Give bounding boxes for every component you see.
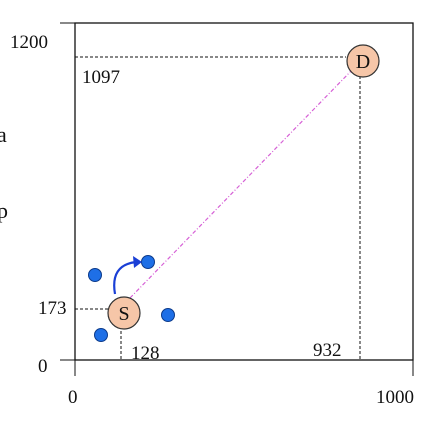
forward-arrow: [113, 260, 137, 295]
edge-fragment-p: p: [0, 198, 8, 223]
forward-arrowhead: [133, 256, 142, 268]
destination-node: D: [346, 44, 380, 78]
source-y-value: 173: [38, 298, 67, 319]
x-max-label: 1000: [376, 387, 414, 408]
y-min-label: 0: [38, 356, 48, 377]
y-max-label: 1200: [10, 32, 48, 53]
source-node: S: [107, 296, 141, 330]
destination-node-label: D: [356, 51, 370, 73]
source-x-value: 128: [131, 343, 160, 364]
plot-frame: [74, 22, 414, 361]
destination-x-value: 932: [313, 340, 342, 361]
x-min-label: 0: [68, 387, 78, 408]
destination-y-value: 1097: [82, 67, 120, 88]
neighbor-node: [88, 268, 102, 282]
neighbor-node: [161, 308, 175, 322]
neighbor-node: [141, 255, 155, 269]
edge-fragment-a: a: [0, 122, 7, 147]
source-node-label: S: [118, 303, 129, 325]
route-line: [129, 69, 353, 299]
neighbor-node: [94, 328, 108, 342]
